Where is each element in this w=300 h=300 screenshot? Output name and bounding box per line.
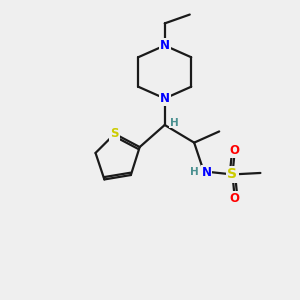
Text: S: S <box>227 167 237 182</box>
Text: N: N <box>160 92 170 105</box>
Text: H: H <box>190 167 199 177</box>
Text: O: O <box>230 144 240 157</box>
Text: S: S <box>110 127 119 140</box>
Text: H: H <box>170 118 178 128</box>
Text: O: O <box>230 192 240 205</box>
Text: N: N <box>160 39 170 52</box>
Text: N: N <box>202 166 212 178</box>
